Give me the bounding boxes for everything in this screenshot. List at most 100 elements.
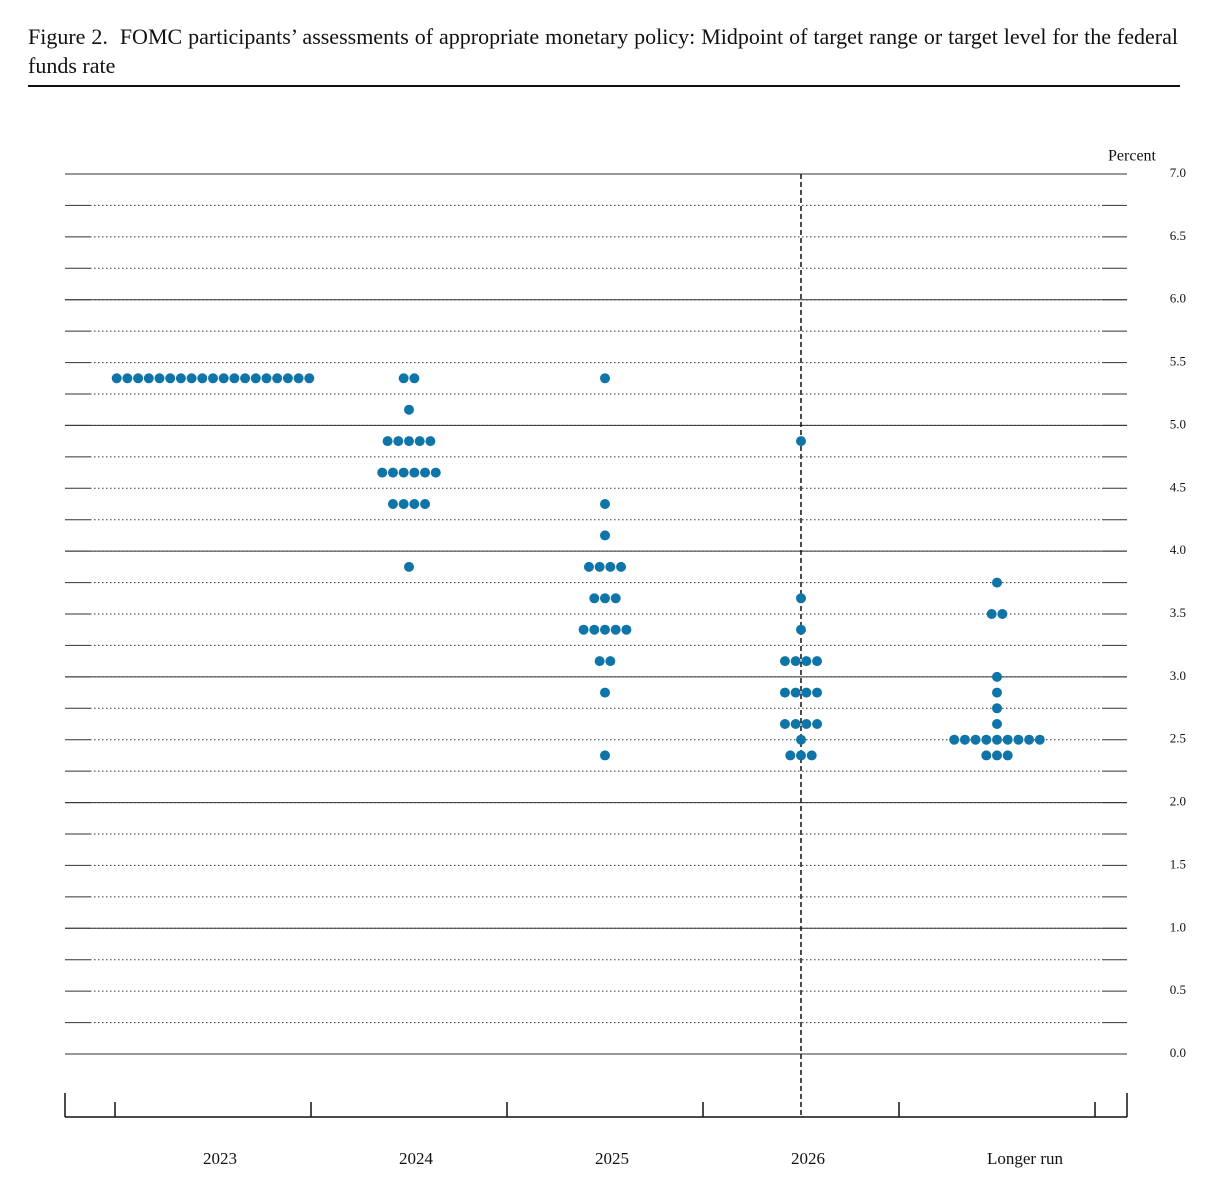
dot	[398, 499, 409, 509]
dot	[806, 750, 817, 761]
dot	[589, 624, 600, 635]
y-tick-label: 5.5	[1170, 354, 1186, 369]
dot	[420, 499, 431, 509]
dot	[133, 373, 144, 384]
title-rule	[28, 85, 1180, 87]
y-tick-label: 3.5	[1170, 605, 1186, 620]
dot	[143, 373, 154, 384]
dot	[304, 373, 315, 384]
dot	[796, 436, 806, 447]
dot	[404, 404, 414, 415]
dot	[992, 719, 1002, 729]
dot	[377, 467, 388, 478]
dot	[981, 734, 992, 745]
dot	[409, 373, 420, 384]
dot	[250, 373, 261, 384]
dot	[992, 734, 1002, 745]
dot	[583, 561, 594, 572]
dot	[1024, 734, 1035, 745]
dot	[796, 624, 806, 635]
dot	[790, 719, 801, 729]
dot	[600, 687, 610, 698]
y-tick-label: 0.5	[1170, 982, 1186, 997]
dot	[986, 609, 997, 619]
dot	[992, 577, 1002, 588]
dot	[154, 373, 165, 384]
dot	[779, 656, 790, 667]
dot	[197, 373, 208, 384]
dot	[229, 373, 240, 384]
dot	[218, 373, 229, 384]
dot	[398, 373, 409, 384]
x-tick-label: 2023	[203, 1149, 237, 1168]
dot	[801, 719, 812, 729]
dot	[801, 656, 812, 667]
dot	[605, 561, 616, 572]
dot	[293, 373, 304, 384]
dot	[600, 530, 610, 541]
y-tick-label: 7.0	[1170, 165, 1186, 180]
dot	[578, 624, 589, 635]
dot	[1002, 734, 1013, 745]
y-tick-label: 3.0	[1170, 668, 1186, 683]
y-tick-label: 0.0	[1170, 1045, 1186, 1060]
dot	[425, 436, 436, 447]
dot	[393, 436, 404, 447]
y-tick-label: 5.0	[1170, 416, 1186, 431]
dot	[387, 467, 398, 478]
dot	[801, 687, 812, 698]
dot	[812, 687, 823, 698]
dot	[414, 436, 425, 447]
dot	[981, 750, 992, 761]
dot	[272, 373, 283, 384]
dot	[796, 593, 806, 604]
dot	[790, 656, 801, 667]
dot	[600, 499, 610, 509]
dot	[594, 561, 605, 572]
dot	[812, 656, 823, 667]
dot	[812, 719, 823, 729]
y-tick-label: 4.0	[1170, 542, 1186, 557]
dot	[1034, 734, 1045, 745]
dot	[208, 373, 218, 384]
y-tick-label: 6.5	[1170, 228, 1186, 243]
dot	[600, 593, 610, 604]
dot	[382, 436, 393, 447]
dot	[1013, 734, 1024, 745]
dot	[404, 561, 414, 572]
dot	[600, 624, 610, 635]
x-tick-label: 2025	[595, 1149, 629, 1168]
chart-title: Figure 2. FOMC participants’ assessments…	[28, 24, 1184, 78]
dot	[398, 467, 409, 478]
dot	[175, 373, 186, 384]
dot	[970, 734, 981, 745]
dot	[785, 750, 796, 761]
dot	[621, 624, 632, 635]
dot	[261, 373, 272, 384]
dot	[387, 499, 398, 509]
dot	[992, 703, 1002, 714]
dot	[992, 750, 1002, 761]
dot	[111, 373, 122, 384]
dot	[610, 624, 621, 635]
dot	[122, 373, 133, 384]
dot	[610, 593, 621, 604]
dot	[409, 499, 420, 509]
dot	[404, 436, 414, 447]
dot	[282, 373, 293, 384]
dot	[186, 373, 197, 384]
dot	[790, 687, 801, 698]
dot	[420, 467, 431, 478]
y-tick-label: 4.5	[1170, 479, 1186, 494]
dot	[409, 467, 420, 478]
x-tick-label: Longer run	[987, 1149, 1064, 1168]
x-tick-label: 2024	[399, 1149, 434, 1168]
dot	[796, 750, 806, 761]
dot	[616, 561, 627, 572]
dot	[240, 373, 251, 384]
dot	[949, 734, 960, 745]
dot	[796, 734, 806, 745]
y-tick-label: 1.5	[1170, 856, 1186, 871]
dot	[430, 467, 441, 478]
